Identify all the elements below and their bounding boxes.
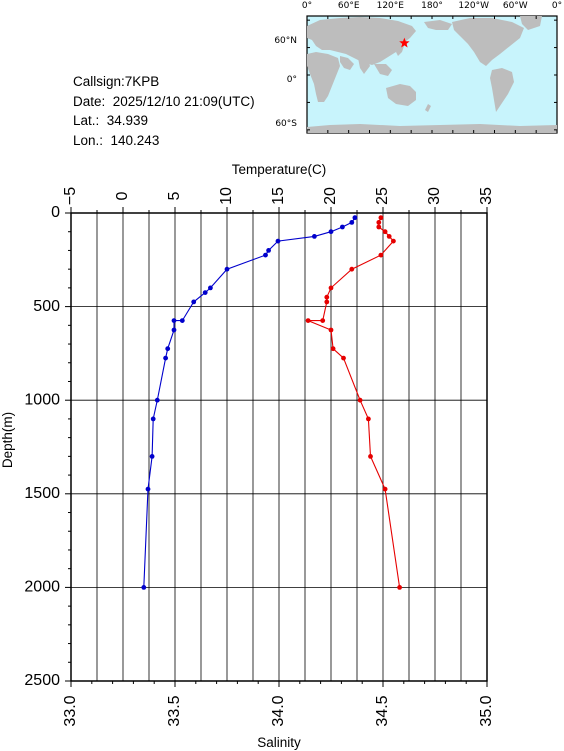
salinity-point [330,346,336,352]
salinity-point [357,397,363,403]
temperature-point [141,585,147,590]
depth-tick-label: 0 [51,204,60,221]
salinity-axis-title: Salinity [257,735,301,750]
salinity-point [376,220,382,225]
temperature-tick-label: 10 [218,187,235,205]
temperature-tick-label: 15 [270,187,287,205]
temperature-point [163,355,169,361]
temperature-point [171,318,177,323]
salinity-axis: 33.0 33.5 34.0 34.5 35.0 [62,681,495,727]
temperature-point [224,266,230,272]
salinity-tick-label: 34.0 [270,695,287,726]
salinity-point [349,266,355,272]
temperature-point [208,285,213,291]
depth-tick-label: 500 [33,298,60,315]
data-series [141,215,402,590]
temperature-tick-label: 5 [166,191,183,200]
longitude-text: Lon.: 140.243 [73,132,160,148]
temperature-axis-title: Temperature(C) [232,162,327,177]
salinity-point [397,585,402,590]
salinity-point [386,234,392,239]
salinity-point [391,238,396,244]
temperature-point [275,238,281,244]
salinity-tick-label: 35.0 [478,695,495,726]
salinity-point [376,224,382,230]
salinity-point [382,229,388,235]
temperature-point [171,327,177,333]
latitude-text: Lat.: 34.939 [73,113,149,128]
temperature-point [340,224,345,230]
temperature-point [328,229,334,235]
depth-tick-label: 1500 [24,485,60,502]
temperature-point [149,454,155,459]
temperature-tick-label: 20 [322,187,339,205]
depth-axis-title: Depth(m) [0,412,15,468]
temperature-tick-label: 30 [426,187,443,205]
salinity-tick-label: 33.5 [166,695,183,726]
salinity-point [328,285,334,291]
temperature-point [179,318,185,323]
temperature-point [145,486,151,492]
chart-grid [71,213,487,681]
salinity-point [382,486,388,492]
temperature-tick-label: 35 [478,187,495,205]
temperature-tick-label: 25 [374,187,391,205]
temperature-profile-line [143,217,356,588]
temperature-point [263,252,268,258]
depth-tick-label: 2000 [24,579,60,596]
date-text: Date: 2025/12/10 21:09(UTC) [73,93,255,109]
salinity-point [324,294,330,300]
salinity-point [368,454,373,459]
temperature-point [150,416,156,422]
temperature-point [349,220,355,225]
salinity-profile-line [307,217,401,588]
salinity-tick-label: 34.5 [374,695,391,726]
depth-tick-label: 2500 [24,672,60,689]
temperature-tick-label: 0 [114,191,131,200]
salinity-point [328,327,334,333]
temperature-point [191,299,197,305]
salinity-point [378,215,384,221]
temperature-point [154,397,160,403]
callsign-text: Callsign:7KPB [73,74,160,89]
salinity-tick-label: 33.0 [62,695,79,726]
station-info: Callsign:7KPB Date: 2025/12/10 21:09(UTC… [73,72,255,150]
salinity-point [378,252,384,258]
temperature-tick-label: −5 [62,187,79,205]
temperature-point [312,234,317,239]
temperature-point [352,215,358,221]
temperature-point [165,346,171,352]
salinity-point [324,299,330,305]
temperature-axis: −5 0 5 10 15 20 25 30 35 [62,187,495,213]
depth-axis: 0 500 1000 1500 2000 2500 [24,204,71,689]
salinity-point [341,355,346,361]
depth-tick-label: 1000 [24,391,60,408]
salinity-point [366,416,371,422]
salinity-point [320,318,326,323]
temperature-point [202,290,208,295]
temperature-point [266,248,271,253]
salinity-point [305,318,311,323]
